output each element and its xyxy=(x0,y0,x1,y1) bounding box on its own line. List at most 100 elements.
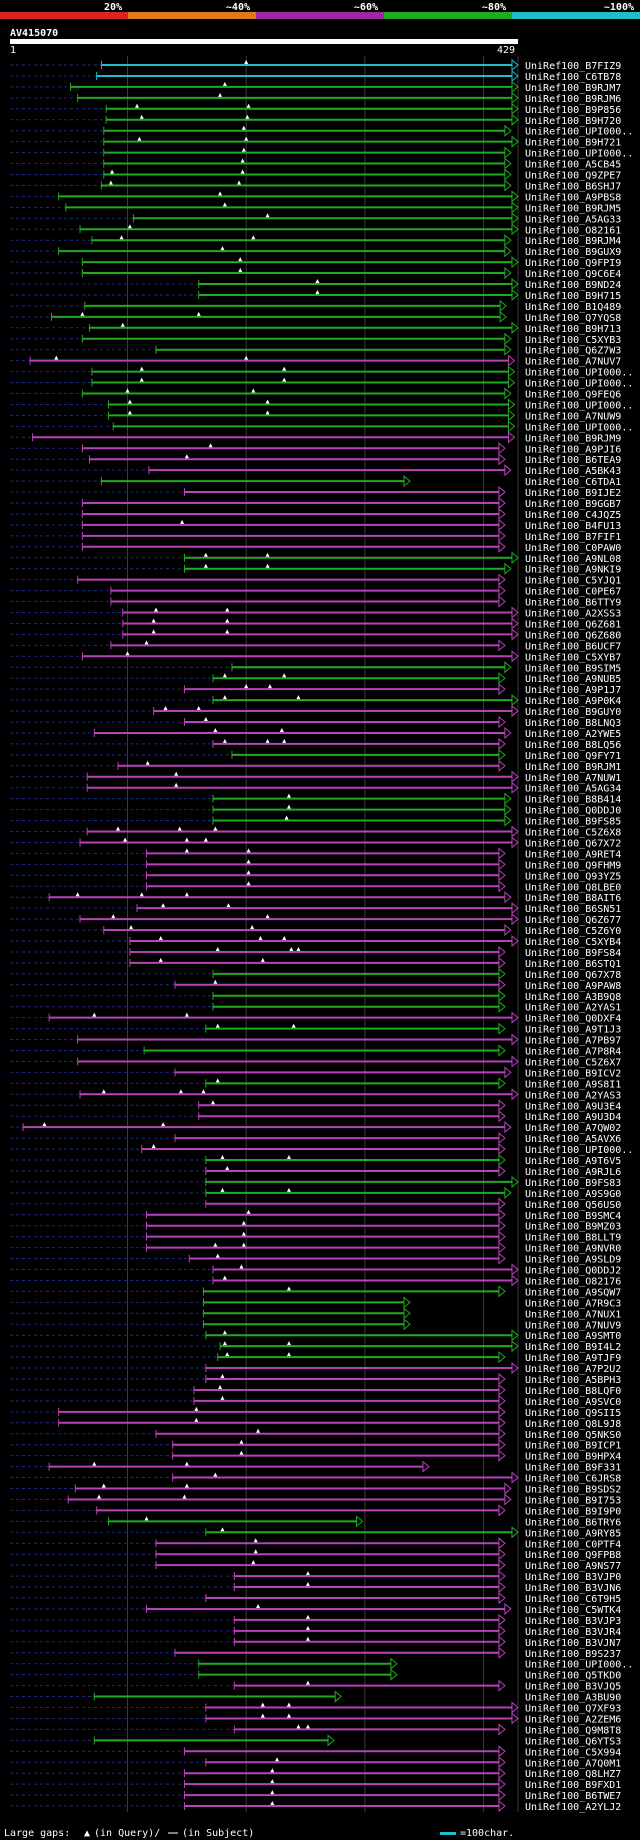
hit-row[interactable]: UniRef100_B9H715 xyxy=(10,288,621,302)
hit-name[interactable]: UniRef100_B8LQ56 xyxy=(525,740,621,751)
hit-name[interactable]: UniRef100_UPI000.. xyxy=(525,127,633,138)
hit-name[interactable]: UniRef100_UPI000.. xyxy=(525,422,633,433)
hit-name[interactable]: UniRef100_Q5NKS0 xyxy=(525,1430,621,1441)
hit-name[interactable]: UniRef100_C5YJQ1 xyxy=(525,576,621,587)
hit-row[interactable]: UniRef100_B9SDS2 xyxy=(10,1482,621,1496)
hit-name[interactable]: UniRef100_A7P2U2 xyxy=(525,1364,621,1375)
hit-row[interactable]: UniRef100_B6SN51 xyxy=(10,902,621,915)
hit-row[interactable]: UniRef100_B9H713 xyxy=(10,321,621,335)
hit-name[interactable]: UniRef100_A7QW02 xyxy=(525,1123,621,1134)
hit-name[interactable]: UniRef100_C5XYB4 xyxy=(525,937,621,948)
hit-row[interactable]: UniRef100_UPI000.. xyxy=(10,398,633,411)
hit-name[interactable]: UniRef100_Q5TKD0 xyxy=(525,1671,621,1682)
hit-name[interactable]: UniRef100_A2YAS3 xyxy=(525,1090,621,1101)
hit-row[interactable]: UniRef100_A9SVC0 xyxy=(10,1394,621,1408)
hit-row[interactable]: UniRef100_C5XYB4 xyxy=(10,934,621,948)
hit-name[interactable]: UniRef100_B9RJM7 xyxy=(525,83,621,94)
hit-row[interactable]: UniRef100_B9GUX9 xyxy=(10,245,621,258)
hit-name[interactable]: UniRef100_B9GGB7 xyxy=(525,499,621,510)
hit-row[interactable]: UniRef100_A5AG33 xyxy=(10,212,621,225)
hit-row[interactable]: UniRef100_A5AG34 xyxy=(10,781,621,795)
hit-name[interactable]: UniRef100_B9H720 xyxy=(525,116,621,127)
hit-name[interactable]: UniRef100_C5XYB3 xyxy=(525,335,621,346)
hit-name[interactable]: UniRef100_Q9FPB8 xyxy=(525,1550,621,1561)
hit-row[interactable]: UniRef100_Q67X78 xyxy=(10,967,621,981)
hit-row[interactable]: UniRef100_A7NUV9 xyxy=(10,1318,621,1331)
hit-name[interactable]: UniRef100_B8LLT9 xyxy=(525,1233,621,1244)
hit-name[interactable]: UniRef100_B9I9P0 xyxy=(525,1506,621,1517)
hit-name[interactable]: UniRef100_B3VJP0 xyxy=(525,1572,621,1583)
hit-row[interactable]: UniRef100_B1Q489 xyxy=(10,299,621,313)
hit-row[interactable]: UniRef100_A2YWE5 xyxy=(10,726,621,740)
hit-name[interactable]: UniRef100_Q9FHM9 xyxy=(525,860,621,871)
hit-name[interactable]: UniRef100_Q9C6E4 xyxy=(525,269,621,280)
hit-row[interactable]: UniRef100_A9P0K4 xyxy=(10,694,621,707)
hit-row[interactable]: UniRef100_B3VJP0 xyxy=(10,1570,621,1583)
hit-row[interactable]: UniRef100_Q93YZ5 xyxy=(10,869,621,882)
hit-name[interactable]: UniRef100_A9NUB5 xyxy=(525,674,621,685)
hit-row[interactable]: UniRef100_Q9FHM9 xyxy=(10,858,621,871)
hit-name[interactable]: UniRef100_A7NUW1 xyxy=(525,773,621,784)
hit-name[interactable]: UniRef100_B9RJM5 xyxy=(525,203,621,214)
hit-name[interactable]: UniRef100_A9PJI6 xyxy=(525,444,621,455)
hit-name[interactable]: UniRef100_B9P856 xyxy=(525,105,621,116)
hit-name[interactable]: UniRef100_A9T1J3 xyxy=(525,1025,621,1036)
hit-name[interactable]: UniRef100_C5WTK4 xyxy=(525,1605,621,1616)
hit-name[interactable]: UniRef100_A7R9C3 xyxy=(525,1298,621,1309)
hit-row[interactable]: UniRef100_A2YLJ2 xyxy=(10,1799,621,1813)
hit-name[interactable]: UniRef100_C6T9H5 xyxy=(525,1594,621,1605)
hit-row[interactable]: UniRef100_Q9SII5 xyxy=(10,1405,621,1419)
hit-row[interactable]: UniRef100_B9ND24 xyxy=(10,277,621,291)
hit-name[interactable]: UniRef100_B9ICV2 xyxy=(525,1068,621,1079)
hit-name[interactable]: UniRef100_B3VJN6 xyxy=(525,1583,621,1594)
hit-row[interactable]: UniRef100_A2ZEM6 xyxy=(10,1712,621,1725)
hit-row[interactable]: UniRef100_C4JQZ5 xyxy=(10,507,621,521)
hit-name[interactable]: UniRef100_B9GUX9 xyxy=(525,247,621,258)
hit-name[interactable]: UniRef100_B9FS83 xyxy=(525,1178,621,1189)
hit-name[interactable]: UniRef100_B9SDS2 xyxy=(525,1485,621,1496)
hit-name[interactable]: UniRef100_A7PB97 xyxy=(525,1036,621,1047)
hit-row[interactable]: UniRef100_B3VJP3 xyxy=(10,1613,621,1627)
hit-name[interactable]: UniRef100_C0PTF4 xyxy=(525,1539,621,1550)
hit-row[interactable]: UniRef100_A9RY85 xyxy=(10,1526,621,1539)
hit-row[interactable]: UniRef100_B8LQ56 xyxy=(10,737,621,751)
hit-row[interactable]: UniRef100_B6TWE7 xyxy=(10,1789,621,1802)
hit-name[interactable]: UniRef100_B3VJN7 xyxy=(525,1638,621,1649)
hit-name[interactable]: UniRef100_Q0DXF4 xyxy=(525,1014,621,1025)
hit-name[interactable]: UniRef100_A9U3E4 xyxy=(525,1101,621,1112)
hit-row[interactable]: UniRef100_Q9ZPE7 xyxy=(10,168,621,182)
hit-name[interactable]: UniRef100_Q8L9J8 xyxy=(525,1419,621,1430)
hit-name[interactable]: UniRef100_B9IJE2 xyxy=(525,488,621,499)
hit-name[interactable]: UniRef100_UPI000.. xyxy=(525,400,633,411)
hit-name[interactable]: UniRef100_Q0DDJ2 xyxy=(525,1266,621,1277)
hit-row[interactable]: UniRef100_Q9FY71 xyxy=(10,748,621,762)
hit-row[interactable]: UniRef100_Q9C6E4 xyxy=(10,266,621,280)
hit-row[interactable]: UniRef100_A9PJI6 xyxy=(10,442,621,455)
hit-row[interactable]: UniRef100_A9PAW8 xyxy=(10,978,621,992)
hit-name[interactable]: UniRef100_B6TWE7 xyxy=(525,1791,621,1802)
hit-row[interactable]: UniRef100_O82161 xyxy=(10,223,621,236)
hit-name[interactable]: UniRef100_A9NKI9 xyxy=(525,565,621,576)
hit-row[interactable]: UniRef100_Q6Z680 xyxy=(10,628,621,641)
hit-name[interactable]: UniRef100_Q9SII5 xyxy=(525,1408,621,1419)
hit-row[interactable]: UniRef100_Q0DXF4 xyxy=(10,1011,621,1025)
hit-name[interactable]: UniRef100_A9T6V5 xyxy=(525,1156,621,1167)
hit-row[interactable]: UniRef100_B9GUY0 xyxy=(10,704,621,718)
hit-row[interactable]: UniRef100_C6TB78 xyxy=(10,69,621,83)
hit-row[interactable]: UniRef100_B8LLT9 xyxy=(10,1230,621,1244)
hit-name[interactable]: UniRef100_A3BU90 xyxy=(525,1693,621,1704)
hit-row[interactable]: UniRef100_A9T1J3 xyxy=(10,1022,621,1036)
hit-name[interactable]: UniRef100_Q6Z7W3 xyxy=(525,346,621,357)
hit-name[interactable]: UniRef100_Q7YQS8 xyxy=(525,313,621,324)
hit-name[interactable]: UniRef100_C6JRS8 xyxy=(525,1474,621,1485)
hit-row[interactable]: UniRef100_A9U3D4 xyxy=(10,1110,621,1123)
hit-name[interactable]: UniRef100_A2XSS3 xyxy=(525,609,621,620)
hit-row[interactable]: UniRef100_B9SMC4 xyxy=(10,1208,621,1222)
hit-row[interactable]: UniRef100_A7NUW9 xyxy=(10,409,621,422)
hit-row[interactable]: UniRef100_C6T9H5 xyxy=(10,1591,621,1605)
hit-row[interactable]: UniRef100_C5XYB7 xyxy=(10,650,621,663)
hit-row[interactable]: UniRef100_B9FS85 xyxy=(10,814,621,828)
hit-row[interactable]: UniRef100_A7NUX1 xyxy=(10,1307,621,1320)
hit-row[interactable]: UniRef100_A9RJL6 xyxy=(10,1164,621,1178)
hit-name[interactable]: UniRef100_B9ND24 xyxy=(525,280,621,291)
